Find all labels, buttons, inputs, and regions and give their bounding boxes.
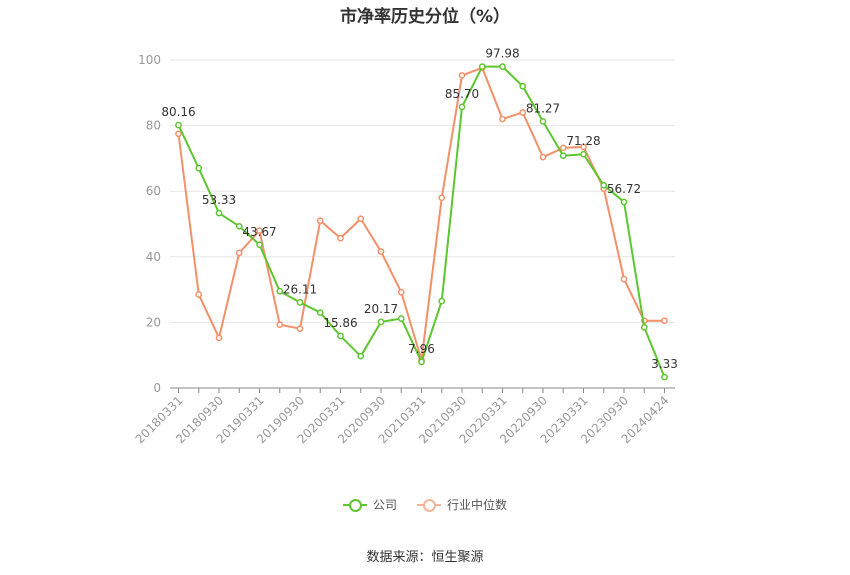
data-point-company	[438, 297, 446, 305]
y-tick-label: 20	[146, 315, 161, 329]
legend-marker-company	[342, 498, 367, 512]
data-label: 97.98	[485, 47, 519, 61]
data-point-company	[276, 287, 284, 295]
data-point-company	[377, 318, 385, 326]
data-point-company	[337, 332, 344, 340]
data-point-company	[458, 103, 466, 111]
data-point-industry-median	[316, 217, 324, 225]
data-point-company	[559, 152, 567, 160]
y-tick-label: 80	[146, 119, 161, 133]
legend-label-company: 公司	[372, 498, 397, 512]
legend: 公司 行业中位数	[0, 496, 850, 513]
data-point-industry-median	[175, 130, 182, 138]
y-tick-label: 0	[153, 381, 161, 395]
data-point-industry-median	[357, 215, 365, 223]
data-point-industry-median	[499, 115, 506, 123]
data-point-company	[235, 222, 243, 230]
series-line-industry-median	[177, 66, 665, 362]
data-label: 3.33	[651, 357, 678, 371]
data-point-company	[539, 118, 547, 125]
data-label: 85.70	[445, 87, 479, 101]
data-point-industry-median	[620, 275, 628, 283]
data-point-company	[215, 209, 223, 217]
data-point-industry-median	[438, 194, 446, 202]
legend-item-industry-median[interactable]: 行业中位数	[417, 496, 507, 513]
data-label: 81.27	[526, 101, 560, 115]
data-point-industry-median	[256, 227, 263, 234]
data-point-company	[316, 309, 324, 316]
data-point-company	[357, 352, 365, 360]
data-point-industry-median	[296, 325, 304, 332]
data-point-industry-median	[337, 234, 344, 242]
data-point-industry-median	[397, 288, 405, 296]
data-label: 7.96	[408, 342, 435, 356]
data-point-industry-median	[276, 321, 284, 329]
data-point-company	[661, 373, 668, 381]
y-tick-label: 100	[138, 53, 161, 67]
data-source: 数据来源：恒生聚源	[366, 550, 484, 565]
legend-label-industry-median: 行业中位数	[447, 498, 508, 512]
data-label: 71.28	[566, 134, 600, 148]
data-label: 15.86	[323, 316, 357, 330]
data-point-industry-median	[580, 143, 587, 151]
data-point-company	[620, 198, 628, 206]
data-point-company	[499, 63, 506, 70]
data-point-company	[519, 82, 527, 90]
data-label: 53.33	[202, 193, 236, 207]
data-point-company	[418, 358, 425, 366]
data-point-company	[640, 323, 648, 331]
data-point-company	[296, 299, 304, 306]
data-label: 80.16	[161, 105, 195, 119]
series-line-company	[177, 65, 666, 378]
data-point-industry-median	[215, 334, 223, 342]
data-point-industry-median	[559, 144, 567, 152]
y-tick-label: 40	[146, 250, 161, 264]
data-point-industry-median	[519, 109, 527, 116]
data-point-company	[600, 181, 608, 189]
data-label: 56.72	[607, 182, 641, 196]
data-point-company	[256, 241, 263, 249]
data-point-company	[478, 63, 486, 70]
data-point-company	[397, 315, 405, 322]
chart-title: 市净率历史分位（%）	[339, 7, 511, 27]
data-label: 20.17	[364, 302, 398, 316]
data-label: 43.67	[242, 225, 276, 239]
legend-item-company[interactable]: 公司	[342, 496, 397, 513]
data-point-company	[175, 121, 182, 129]
data-point-industry-median	[195, 291, 203, 298]
data-point-industry-median	[458, 72, 466, 79]
data-point-industry-median	[235, 249, 243, 257]
data-point-company	[195, 164, 203, 172]
y-tick-label: 60	[146, 184, 161, 198]
legend-marker-industry-median	[417, 498, 441, 512]
data-point-industry-median	[661, 317, 668, 325]
data-point-industry-median	[539, 153, 547, 161]
data-label: 26.11	[283, 282, 317, 296]
data-point-company	[580, 150, 587, 158]
data-point-industry-median	[377, 248, 385, 255]
